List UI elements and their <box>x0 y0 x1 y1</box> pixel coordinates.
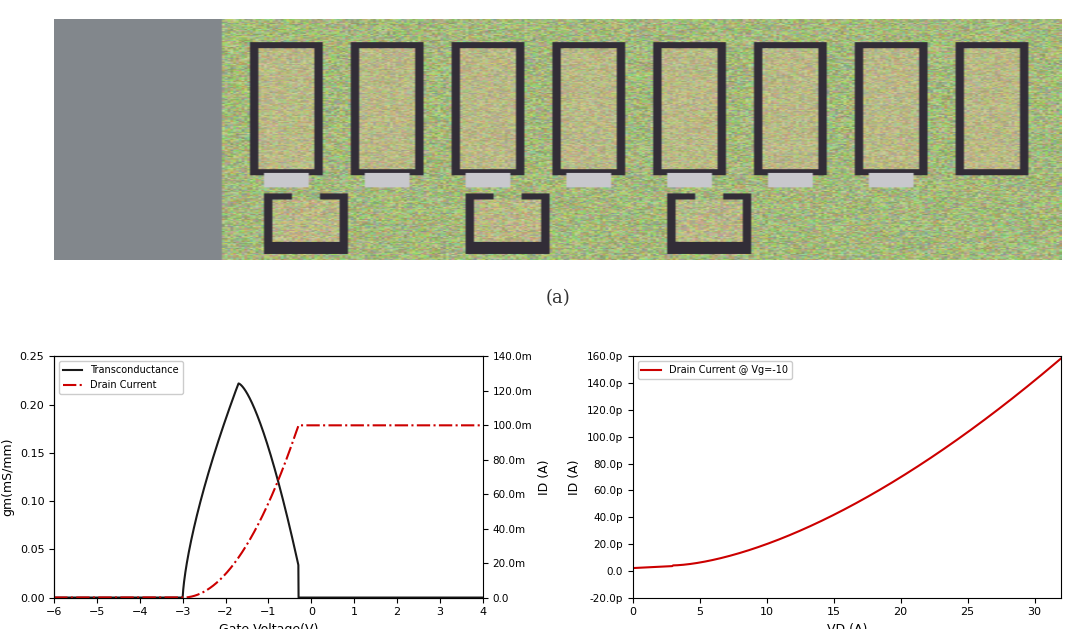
Drain Current <box>292 421 305 429</box>
Drain Current @ Vg=-10 <box>882 481 895 489</box>
Legend: Drain Current @ Vg=-10: Drain Current @ Vg=-10 <box>638 361 792 379</box>
Text: (a): (a) <box>546 289 570 307</box>
Drain Current <box>48 594 61 601</box>
Drain Current <box>464 421 477 429</box>
X-axis label: Gate Voltage(V): Gate Voltage(V) <box>219 623 318 629</box>
Y-axis label: gm(mS/mm): gm(mS/mm) <box>1 438 14 516</box>
Line: Drain Current @ Vg=-10: Drain Current @ Vg=-10 <box>632 358 1061 568</box>
Drain Current <box>256 512 269 520</box>
Legend: Transconductance, Drain Current: Transconductance, Drain Current <box>58 361 183 394</box>
Drain Current @ Vg=-10 <box>1044 363 1057 370</box>
Transconductance <box>257 426 270 434</box>
Drain Current @ Vg=-10 <box>858 494 871 502</box>
Transconductance <box>48 594 61 601</box>
Transconductance <box>245 398 258 406</box>
Transconductance <box>464 594 477 601</box>
Drain Current <box>464 421 477 429</box>
Drain Current <box>245 533 258 541</box>
Transconductance <box>69 594 82 601</box>
Drain Current @ Vg=-10 <box>626 564 639 572</box>
Y-axis label: ID (A): ID (A) <box>569 459 582 495</box>
Drain Current <box>386 421 399 429</box>
Transconductance <box>386 594 399 601</box>
Drain Current @ Vg=-10 <box>830 509 843 517</box>
Drain Current @ Vg=-10 <box>833 508 846 516</box>
Drain Current <box>477 421 490 429</box>
Line: Transconductance: Transconductance <box>54 384 483 598</box>
Transconductance <box>464 594 477 601</box>
Line: Drain Current: Drain Current <box>54 425 483 598</box>
Drain Current @ Vg=-10 <box>1055 354 1068 362</box>
Transconductance <box>232 380 245 387</box>
Drain Current @ Vg=-10 <box>978 416 991 424</box>
Drain Current <box>69 594 82 601</box>
Transconductance <box>477 594 490 601</box>
Y-axis label: ID (A): ID (A) <box>538 459 551 495</box>
X-axis label: VD (A): VD (A) <box>826 623 867 629</box>
